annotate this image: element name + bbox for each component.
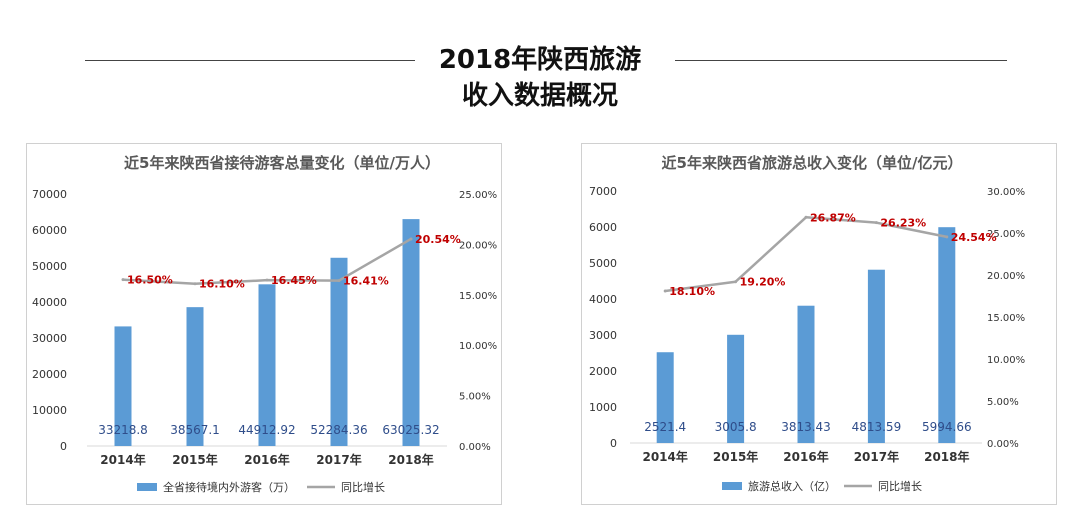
header-rule-right bbox=[675, 60, 1007, 61]
visitors-chart: 近5年来陕西省接待游客总量变化（单位/万人） 0 10000 20000 30000 40… bbox=[32, 154, 497, 494]
bar-1 bbox=[656, 352, 674, 443]
growth-point-3 bbox=[804, 215, 808, 219]
bar-2 bbox=[727, 334, 745, 443]
y-right-tick-label: 25.00% bbox=[459, 190, 497, 201]
page-title-line2: 收入数据概况 bbox=[461, 81, 618, 111]
bar-value-label: 3005.8 bbox=[715, 420, 757, 434]
y-left-tick-label: 1000 bbox=[589, 401, 617, 414]
bar-4 bbox=[330, 257, 348, 446]
bar-value-label: 38567.1 bbox=[170, 423, 220, 437]
header-rule-left bbox=[85, 60, 415, 61]
y-left-tick-label: 7000 bbox=[589, 185, 617, 198]
revenue-chart: 近5年来陕西省旅游总收入变化（单位/亿元） 0 1000 2000 3000 4000 50… bbox=[589, 154, 1025, 493]
chart-title: 近5年来陕西省旅游总收入变化（单位/亿元） bbox=[662, 154, 963, 172]
y-right-tick-label: 20.00% bbox=[987, 271, 1025, 282]
growth-point-4 bbox=[337, 279, 341, 283]
growth-label: 16.10% bbox=[199, 278, 245, 291]
growth-label: 24.54% bbox=[951, 231, 997, 244]
growth-point-1 bbox=[121, 278, 125, 282]
bar-value-label: 33218.8 bbox=[98, 423, 148, 437]
bar-value-label: 5994.66 bbox=[922, 420, 972, 434]
growth-point-5 bbox=[409, 237, 413, 241]
y-left-tick-label: 3000 bbox=[589, 329, 617, 342]
bar-value-label: 4813.59 bbox=[852, 420, 902, 434]
x-tick-label: 2018年 bbox=[388, 452, 433, 467]
growth-label: 20.54% bbox=[415, 233, 461, 246]
x-tick-label: 2018年 bbox=[924, 449, 969, 464]
growth-point-1 bbox=[663, 289, 667, 293]
bar-4 bbox=[867, 269, 885, 443]
bar-2 bbox=[186, 307, 204, 446]
bar-value-label: 2521.4 bbox=[644, 420, 686, 434]
bar-1 bbox=[114, 326, 132, 446]
legend-line-label: 同比增长 bbox=[341, 480, 385, 494]
y-right-tick-label: 0.00% bbox=[459, 442, 491, 453]
y-right-tick-label: 15.00% bbox=[459, 291, 497, 302]
y-right-tick-label: 15.00% bbox=[987, 313, 1025, 324]
growth-label: 16.41% bbox=[343, 275, 389, 288]
y-left-tick-label: 0 bbox=[610, 437, 617, 450]
growth-label: 26.87% bbox=[810, 211, 856, 224]
legend-bar-swatch bbox=[722, 482, 742, 490]
revenue-chart-panel: 近5年来陕西省旅游总收入变化（单位/亿元） 0 1000 2000 3000 4000 50… bbox=[581, 143, 1057, 505]
y-left-tick-label: 0 bbox=[60, 440, 67, 453]
y-right-tick-label: 20.00% bbox=[459, 240, 497, 251]
growth-label: 19.20% bbox=[740, 276, 786, 289]
growth-label: 26.23% bbox=[880, 217, 926, 230]
y-right-tick-label: 10.00% bbox=[459, 341, 497, 352]
y-right-tick-label: 25.00% bbox=[987, 229, 1025, 240]
page-title-line1: 2018年陕西旅游 bbox=[438, 45, 642, 75]
visitors-chart-panel: 近5年来陕西省接待游客总量变化（单位/万人） 0 10000 20000 30000 40… bbox=[26, 143, 502, 505]
x-tick-label: 2017年 bbox=[854, 449, 899, 464]
x-tick-label: 2014年 bbox=[642, 449, 687, 464]
y-left-tick-label: 10000 bbox=[32, 404, 67, 417]
bar-value-label: 63025.32 bbox=[382, 423, 439, 437]
x-tick-label: 2014年 bbox=[100, 452, 145, 467]
y-left-tick-label: 6000 bbox=[589, 221, 617, 234]
bar-3 bbox=[797, 305, 815, 443]
x-tick-label: 2015年 bbox=[172, 452, 217, 467]
y-right-tick-label: 5.00% bbox=[987, 397, 1019, 408]
bar-3 bbox=[258, 284, 276, 446]
growth-point-3 bbox=[265, 278, 269, 282]
legend-bar-swatch bbox=[137, 483, 157, 491]
growth-label: 16.50% bbox=[127, 274, 173, 287]
y-left-tick-label: 50000 bbox=[32, 260, 67, 273]
y-right-tick-label: 10.00% bbox=[987, 355, 1025, 366]
y-left-tick-label: 30000 bbox=[32, 332, 67, 345]
x-tick-label: 2015年 bbox=[713, 449, 758, 464]
x-tick-label: 2016年 bbox=[783, 449, 828, 464]
y-left-tick-label: 5000 bbox=[589, 257, 617, 270]
growth-point-5 bbox=[945, 235, 949, 239]
legend-line-label: 同比增长 bbox=[878, 479, 922, 493]
legend-bar-label: 旅游总收入（亿） bbox=[748, 479, 836, 493]
y-right-tick-label: 5.00% bbox=[459, 392, 491, 403]
growth-point-4 bbox=[874, 221, 878, 225]
legend-bar-label: 全省接待境内外游客（万） bbox=[163, 480, 295, 494]
growth-label: 18.10% bbox=[669, 285, 715, 298]
growth-label: 16.45% bbox=[271, 274, 317, 287]
y-left-tick-label: 2000 bbox=[589, 365, 617, 378]
y-left-tick-label: 60000 bbox=[32, 224, 67, 237]
y-left-tick-label: 4000 bbox=[589, 293, 617, 306]
bar-value-label: 52284.36 bbox=[310, 423, 367, 437]
x-tick-label: 2017年 bbox=[316, 452, 361, 467]
growth-point-2 bbox=[193, 282, 197, 286]
y-left-tick-label: 40000 bbox=[32, 296, 67, 309]
bar-value-label: 3813.43 bbox=[781, 420, 831, 434]
y-right-tick-label: 0.00% bbox=[987, 439, 1019, 450]
x-tick-label: 2016年 bbox=[244, 452, 289, 467]
bar-value-label: 44912.92 bbox=[238, 423, 295, 437]
growth-point-2 bbox=[734, 280, 738, 284]
bar-5 bbox=[938, 227, 956, 443]
bar-5 bbox=[402, 219, 420, 446]
y-left-tick-label: 70000 bbox=[32, 188, 67, 201]
y-right-tick-label: 30.00% bbox=[987, 187, 1025, 198]
chart-title: 近5年来陕西省接待游客总量变化（单位/万人） bbox=[124, 154, 440, 172]
y-left-tick-label: 20000 bbox=[32, 368, 67, 381]
